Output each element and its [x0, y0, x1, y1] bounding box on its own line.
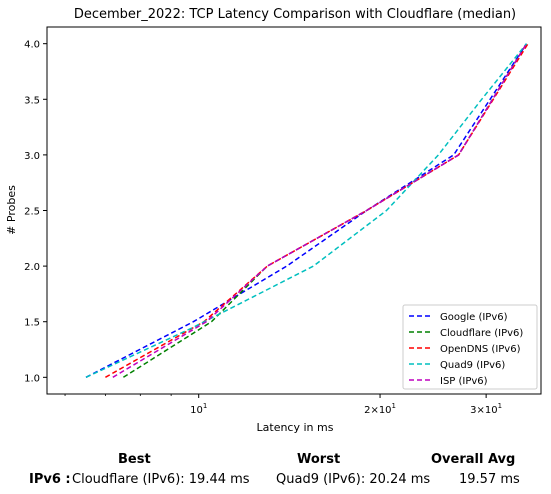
legend-label-1: Cloudflare (IPv6)	[440, 328, 523, 339]
avg-value: 19.57 ms	[459, 472, 520, 487]
y-tick-label-6: 4.0	[24, 40, 40, 51]
y-tick-label-4: 3.0	[24, 151, 40, 162]
y-axis-ticks: 1.0 1.5 2.0 2.5 3.0 3.5 4.0	[24, 40, 47, 384]
y-tick-label-0: 1.0	[24, 373, 40, 384]
chart-title: December_2022: TCP Latency Comparison wi…	[74, 7, 516, 22]
legend-items: Google (IPv6) Cloudflare (IPv6) OpenDNS (I…	[409, 312, 523, 387]
legend: Google (IPv6) Cloudflare (IPv6) OpenDNS (I…	[402, 304, 538, 390]
x-axis-ticks: 101 2×101 3×101	[64, 394, 502, 416]
series-line-3	[85, 43, 528, 378]
legend-label-2: OpenDNS (IPv6)	[440, 344, 521, 355]
row-label-ipv6: IPv6 :	[29, 472, 71, 487]
y-tick-label-2: 2.0	[24, 262, 40, 273]
latency-chart: 101 2×101 3×101 1.0 1.5 2.0 2.5 3.0 3.5 4.0 Dece…	[5, 7, 542, 434]
series-lines	[85, 43, 529, 378]
x-tick-label-1: 2×101	[364, 402, 396, 416]
legend-box	[402, 304, 538, 390]
x-tick-label-0: 101	[190, 402, 207, 416]
best-header: Best	[118, 452, 151, 467]
y-tick-label-5: 3.5	[24, 95, 40, 106]
worst-value: Quad9 (IPv6): 20.24 ms	[276, 472, 431, 487]
legend-label-0: Google (IPv6)	[440, 312, 508, 323]
worst-header: Worst	[297, 452, 341, 467]
y-tick-label-3: 2.5	[24, 207, 40, 218]
x-tick-label-2: 3×101	[470, 402, 502, 416]
legend-label-3: Quad9 (IPv6)	[440, 360, 505, 371]
series-line-0	[85, 43, 528, 378]
best-value: Cloudflare (IPv6): 19.44 ms	[72, 472, 250, 487]
y-tick-label-1: 1.5	[24, 318, 40, 329]
legend-label-4: ISP (IPv6)	[440, 376, 488, 387]
series-line-4	[112, 43, 528, 378]
x-axis-label: Latency in ms	[257, 421, 334, 434]
y-axis-label: # Probes	[5, 185, 18, 235]
avg-header: Overall Avg	[431, 452, 516, 467]
